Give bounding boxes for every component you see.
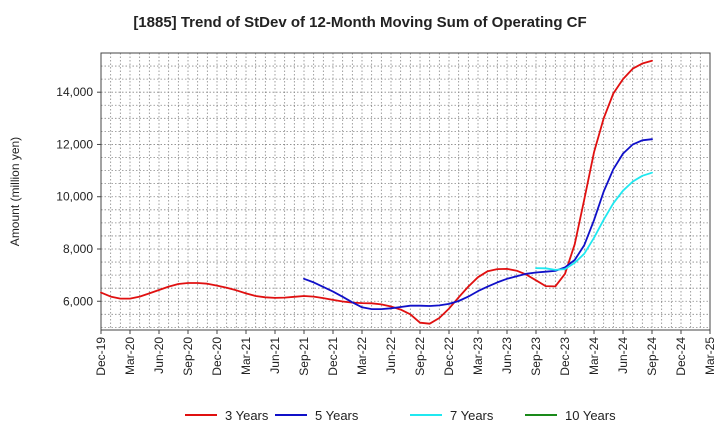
x-tick-label: Dec-20: [210, 337, 224, 376]
x-tick-label: Dec-24: [674, 337, 688, 376]
x-tick-label: Jun-21: [268, 337, 282, 374]
y-tick-label: 14,000: [56, 85, 93, 99]
x-tick-label: Jun-22: [384, 337, 398, 374]
y-tick-label: 12,000: [56, 137, 93, 151]
grid-lines: [100, 52, 711, 330]
series-line-7-years: [535, 171, 653, 271]
chart-title: [1885] Trend of StDev of 12-Month Moving…: [133, 14, 587, 31]
x-tick-label: Dec-22: [442, 337, 456, 376]
x-axis: Dec-19 Mar-20 Jun-20 Sep-20 Dec-20 Mar-21 Jun-…: [94, 330, 717, 376]
y-axis-label: Amount (million yen): [8, 137, 22, 246]
series-line-5-years: [303, 138, 653, 311]
y-axis: 6,000 8,000 10,000 12,000 14,000: [56, 85, 101, 308]
x-tick-label: Dec-23: [558, 337, 572, 376]
x-tick-label: Mar-25: [703, 337, 717, 375]
x-tick-label: Jun-20: [152, 337, 166, 374]
legend-label-3-years: 3 Years: [225, 408, 269, 423]
x-tick-label: Jun-23: [500, 337, 514, 374]
legend-label-10-years: 10 Years: [565, 408, 616, 423]
legend-label-5-years: 5 Years: [315, 408, 359, 423]
x-tick-label: Jun-24: [616, 337, 630, 374]
x-tick-label: Mar-24: [587, 337, 601, 375]
x-tick-label: Mar-21: [239, 337, 253, 375]
series-line-3-years: [100, 59, 653, 325]
y-tick-label: 8,000: [63, 242, 93, 256]
x-tick-label: Dec-21: [326, 337, 340, 376]
series-lines: [100, 59, 653, 325]
x-tick-label: Mar-23: [471, 337, 485, 375]
x-tick-label: Mar-20: [123, 337, 137, 375]
plot-area: [100, 52, 711, 331]
legend: 3 Years 5 Years 7 Years 10 Years: [185, 408, 616, 423]
y-tick-label: 10,000: [56, 190, 93, 204]
x-tick-label: Sep-24: [645, 337, 659, 376]
x-tick-label: Sep-20: [181, 337, 195, 376]
x-tick-label: Sep-21: [297, 337, 311, 376]
x-tick-label: Sep-23: [529, 337, 543, 376]
y-tick-label: 6,000: [63, 294, 93, 308]
x-tick-label: Sep-22: [413, 337, 427, 376]
x-tick-label: Mar-22: [355, 337, 369, 375]
legend-label-7-years: 7 Years: [450, 408, 494, 423]
x-tick-label: Dec-19: [94, 337, 108, 376]
